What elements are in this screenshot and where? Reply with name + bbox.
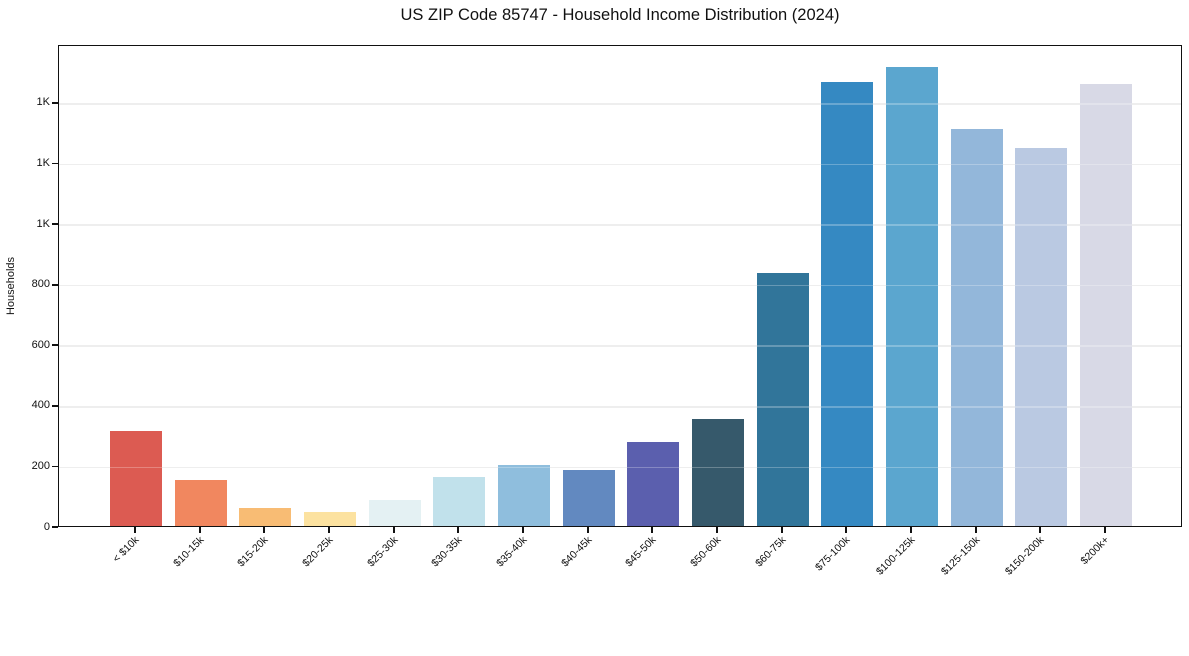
gridline-overlay (59, 284, 1181, 287)
x-tick-label: $125-150k (938, 534, 983, 578)
x-tick-label: $150-200k (1003, 534, 1047, 578)
bar (756, 273, 809, 526)
y-tick-mark (52, 404, 58, 407)
x-tick-label: $40-45k (558, 534, 595, 570)
bar (1015, 147, 1068, 526)
bar (433, 476, 486, 526)
bar (1080, 84, 1132, 526)
x-tick-mark (974, 527, 977, 533)
y-tick-mark (52, 526, 58, 528)
x-tick-label: $45-50k (623, 534, 659, 570)
gridline-overlay (59, 466, 1181, 469)
bar (692, 419, 744, 526)
x-tick-mark (1104, 527, 1106, 533)
x-tick-label: $25-30k (364, 534, 401, 570)
gridline-overlay (59, 224, 1181, 226)
x-tick-mark (457, 527, 460, 533)
x-tick-label: $50-60k (688, 534, 724, 570)
y-tick-label: 200 (31, 459, 50, 472)
figure: US ZIP Code 85747 - Household Income Dis… (5, 6, 1182, 578)
bar (627, 442, 680, 526)
gridline (59, 406, 1181, 408)
x-tick-mark (198, 527, 201, 533)
bar (239, 508, 292, 526)
gridline (59, 345, 1181, 347)
gridline-overlay (59, 163, 1181, 166)
x-tick-mark (651, 527, 654, 533)
gridline (59, 466, 1181, 469)
x-tick-label: $10-15k (170, 534, 207, 570)
x-tick-mark (392, 527, 395, 533)
bar (886, 67, 938, 526)
gridline-overlay (59, 103, 1181, 105)
x-tick-mark (263, 527, 266, 533)
bar (950, 129, 1003, 526)
y-tick-label: 600 (31, 338, 50, 351)
bar (174, 479, 227, 526)
bar (368, 499, 421, 526)
y-tick-label: 1K (36, 96, 50, 109)
y-tick-label: 400 (31, 399, 50, 412)
gridline-overlay (59, 345, 1181, 347)
y-tick-mark (52, 223, 58, 225)
x-tick-mark (910, 527, 912, 533)
y-tick-mark (52, 162, 58, 165)
x-tick-label: $75-100k (813, 534, 853, 574)
x-tick-label: $20-25k (300, 534, 336, 570)
x-tick-mark (845, 527, 848, 533)
plot-area (58, 45, 1182, 527)
y-tick-mark (52, 283, 58, 286)
bar (821, 81, 874, 526)
y-tick-mark (52, 101, 58, 104)
bar (498, 465, 550, 526)
y-tick-label: 800 (31, 278, 50, 291)
y-tick-label: 1K (36, 156, 50, 169)
x-tick-label: $60-75k (752, 534, 789, 570)
bar (304, 511, 356, 526)
x-tick-label: $200k+ (1078, 534, 1112, 568)
y-tick-mark (52, 344, 58, 347)
gridline (59, 103, 1181, 105)
gridline (59, 284, 1181, 287)
x-tick-mark (328, 527, 330, 533)
gridline (59, 163, 1181, 166)
x-tick-mark (716, 527, 718, 533)
x-tick-label: $100-125k (873, 534, 918, 578)
bar (110, 431, 162, 526)
bar (562, 469, 615, 526)
y-tick-label: 0 (43, 520, 50, 533)
y-tick-mark (52, 465, 58, 468)
gridline-overlay (59, 406, 1181, 408)
x-tick-label: $30-35k (429, 534, 465, 570)
x-tick-mark (586, 527, 589, 533)
x-tick-mark (1039, 527, 1042, 533)
chart-title: US ZIP Code 85747 - Household Income Dis… (400, 6, 840, 24)
x-tick-label: $35-40k (494, 534, 530, 570)
x-tick-label: $15-20k (235, 534, 271, 570)
x-tick-mark (134, 527, 136, 533)
y-tick-label: 1K (36, 217, 50, 230)
x-tick-mark (522, 527, 524, 533)
gridline (59, 224, 1181, 226)
x-tick-label: < $10k (110, 534, 142, 565)
x-tick-mark (780, 527, 783, 533)
